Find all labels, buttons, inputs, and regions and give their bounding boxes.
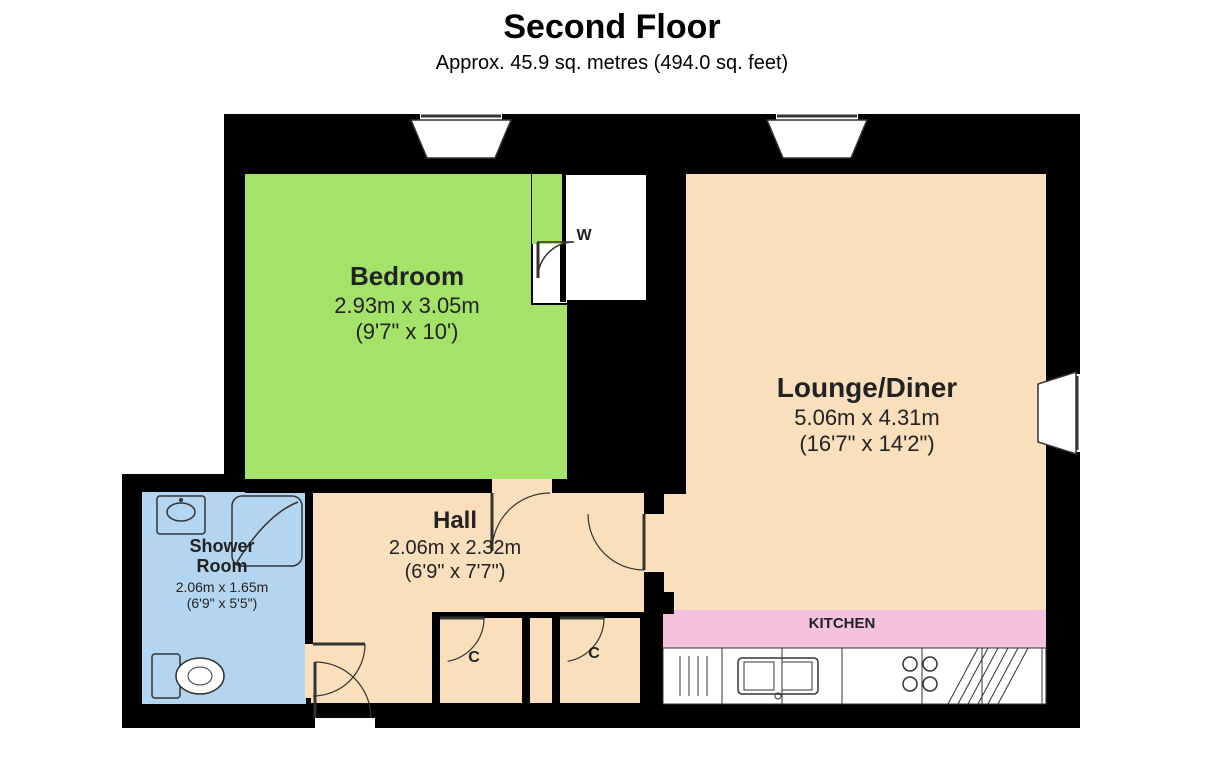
svg-text:KITCHEN: KITCHEN (809, 615, 876, 632)
svg-text:Lounge/Diner: Lounge/Diner (777, 372, 958, 403)
svg-text:(6'9" x 7'7"): (6'9" x 7'7") (405, 561, 506, 583)
svg-text:Bedroom: Bedroom (350, 261, 464, 291)
svg-text:C: C (588, 645, 600, 662)
floorplan-title: Second Floor (0, 8, 1224, 47)
svg-text:(9'7" x 10'): (9'7" x 10') (355, 319, 458, 344)
svg-text:2.06m x 1.65m: 2.06m x 1.65m (176, 579, 269, 595)
svg-text:C: C (468, 649, 480, 666)
svg-text:2.93m x 3.05m: 2.93m x 3.05m (334, 293, 480, 318)
svg-text:Shower: Shower (189, 536, 254, 556)
svg-text:W: W (576, 227, 592, 244)
svg-text:Hall: Hall (433, 507, 477, 534)
svg-text:(16'7" x 14'2"): (16'7" x 14'2") (799, 431, 934, 456)
svg-text:2.06m x 2.32m: 2.06m x 2.32m (389, 537, 521, 559)
floorplan-container: Bedroom2.93m x 3.05m(9'7" x 10') Lounge/D… (122, 114, 1080, 728)
svg-text:Room: Room (197, 556, 248, 576)
svg-text:5.06m x 4.31m: 5.06m x 4.31m (794, 405, 940, 430)
floorplan-svg: Bedroom2.93m x 3.05m(9'7" x 10') Lounge/D… (122, 114, 1080, 728)
svg-text:(6'9" x 5'5"): (6'9" x 5'5") (187, 595, 258, 611)
floorplan-subtitle: Approx. 45.9 sq. metres (494.0 sq. feet) (0, 52, 1224, 75)
